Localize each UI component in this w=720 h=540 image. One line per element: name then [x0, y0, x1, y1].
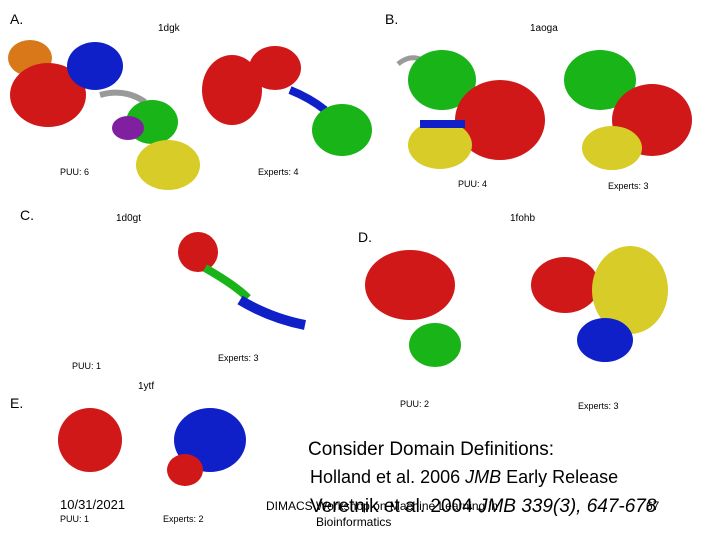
reference-holland: Holland et al. 2006 JMB Early Release — [310, 468, 618, 486]
panel-c-letter: C. — [20, 207, 34, 223]
panel-d-letter: D. — [358, 229, 372, 245]
panel-e-experts: Experts: 2 — [163, 514, 204, 524]
panel-b-experts: Experts: 3 — [608, 181, 649, 191]
slide-heading: Consider Domain Definitions: — [308, 439, 555, 460]
panel-d-pdb-id: 1fohb — [510, 213, 536, 224]
page-number: 67 — [646, 499, 660, 513]
panel-b-pdb-id: 1aoga — [530, 23, 558, 34]
panel-e-letter: E. — [10, 395, 24, 411]
reference-holland-status: Early Release — [501, 467, 619, 487]
panel-c-experts: Experts: 3 — [218, 353, 259, 363]
reference-holland-journal: JMB — [465, 467, 502, 487]
footer-event: DIMACS Workshop on Machine Learning in — [266, 499, 498, 513]
panel-a-letter: A. — [10, 11, 24, 27]
panel-b-puu: PUU: 4 — [458, 179, 488, 189]
reference-veretnik-authors: Veretnik et al. 2004 — [310, 496, 478, 517]
panel-d-puu: PUU: 2 — [400, 399, 430, 409]
panel-a-pdb-id: 1dgk — [158, 23, 180, 34]
panel-e-pdb-id: 1ytf — [138, 381, 155, 392]
panel-d-experts: Experts: 3 — [578, 401, 619, 411]
reference-holland-authors: Holland et al. 2006 — [310, 467, 466, 487]
panel-a-experts: Experts: 4 — [258, 167, 299, 177]
panel-a-puu: PUU: 6 — [60, 167, 90, 177]
panel-e-puu: PUU: 1 — [60, 514, 90, 524]
footer-event-subtitle: Bioinformatics — [316, 515, 392, 529]
footer-date: 10/31/2021 — [60, 497, 126, 512]
panel-b-letter: B. — [385, 11, 399, 27]
panel-c-puu: PUU: 1 — [72, 361, 102, 371]
reference-veretnik-journal: JMB 339(3), 647-678 — [477, 496, 657, 517]
reference-veretnik: Veretnik et al. 2004 JMB 339(3), 647-678 — [310, 497, 656, 516]
panel-c-pdb-id: 1d0gt — [116, 213, 142, 224]
